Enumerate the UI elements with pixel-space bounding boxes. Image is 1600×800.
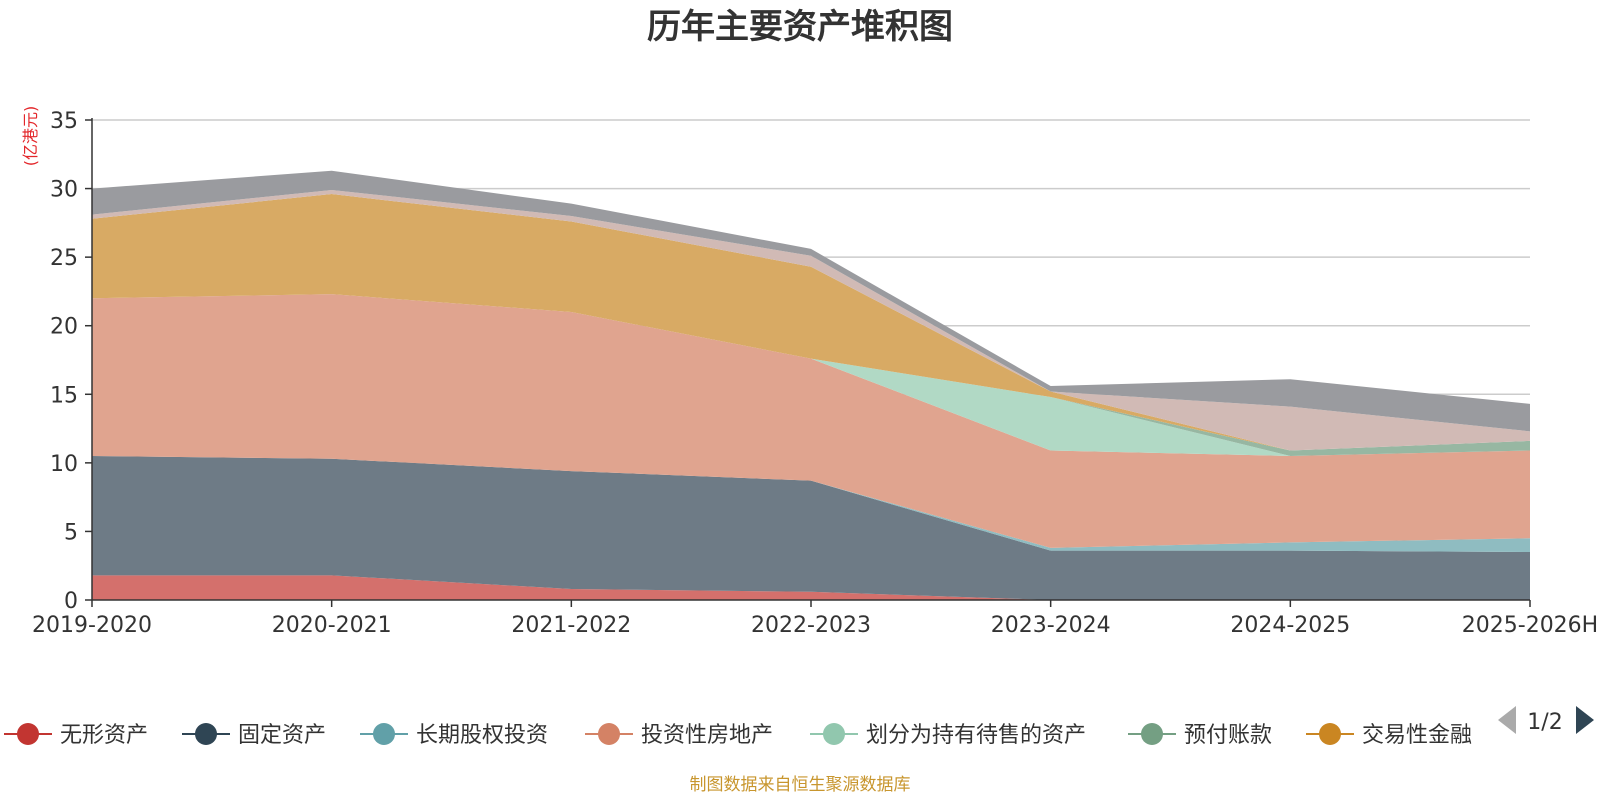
area-series-6 (92, 194, 1530, 451)
y-tick-label-25: 25 (50, 246, 78, 271)
chart-title: 历年主要资产堆积图 (647, 7, 953, 47)
legend-next-icon[interactable] (1576, 706, 1594, 734)
legend-item-6[interactable]: 交易性金融 (1306, 723, 1472, 748)
legend-pager: 1/2 (1498, 706, 1594, 735)
y-tick-label-15: 15 (50, 383, 78, 408)
area-series-group (92, 170, 1530, 600)
area-series-2 (92, 456, 1530, 552)
y-tick-label-10: 10 (50, 452, 78, 477)
axes (85, 118, 1531, 607)
legend-page-indicator: 1/2 (1527, 710, 1562, 735)
x-tick-label-3: 2022-2023 (751, 613, 871, 638)
legend-label-4: 划分为持有待售的资产 (866, 723, 1086, 748)
x-tick-label-1: 2020-2021 (272, 613, 392, 638)
y-tick-labels: 0 5 10 15 20 25 30 35 (50, 109, 78, 614)
y-tick-label-20: 20 (50, 315, 78, 340)
legend-marker-2 (373, 723, 395, 745)
legend-label-6: 交易性金融 (1362, 723, 1472, 748)
x-tick-label-4: 2023-2024 (991, 613, 1111, 638)
area-series-1 (92, 456, 1530, 600)
legend-marker-4 (823, 723, 845, 745)
y-tick-label-0: 0 (64, 589, 78, 614)
legend-marker-3 (598, 723, 620, 745)
y-tick-label-35: 35 (50, 109, 78, 134)
legend-prev-icon[interactable] (1498, 706, 1516, 734)
legend-label-0: 无形资产 (60, 723, 148, 748)
x-tick-label-5: 2024-2025 (1230, 613, 1350, 638)
legend-item-3[interactable]: 投资性房地产 (585, 723, 773, 748)
legend-label-5: 预付账款 (1184, 723, 1272, 748)
y-axis-unit-label: (亿港元) (21, 106, 40, 167)
legend-label-1: 固定资产 (238, 723, 326, 748)
y-tick-label-5: 5 (64, 520, 78, 545)
area-series-3 (92, 294, 1530, 548)
x-tick-label-0: 2019-2020 (32, 613, 152, 638)
y-tick-label-30: 30 (50, 178, 78, 203)
legend-item-5[interactable]: 预付账款 (1128, 723, 1272, 748)
x-tick-label-6: 2025-2026H (1462, 613, 1598, 638)
x-tick-labels: 2019-2020 2020-2021 2021-2022 2022-2023 2023… (32, 613, 1598, 638)
legend: 无形资产 固定资产 长期股权投资 投资性房地产 划分为持有待售的资产 预付账款 交易性金融 (4, 723, 1472, 748)
legend-marker-1 (195, 723, 217, 745)
area-series-0 (92, 575, 1530, 600)
legend-item-2[interactable]: 长期股权投资 (360, 723, 548, 748)
legend-label-2: 长期股权投资 (416, 723, 548, 748)
legend-marker-6 (1319, 723, 1341, 745)
legend-item-4[interactable]: 划分为持有待售的资产 (810, 723, 1086, 748)
legend-label-3: 投资性房地产 (641, 723, 773, 748)
area-series-7 (92, 189, 1530, 451)
area-series-8 (92, 170, 1530, 432)
legend-marker-0 (17, 723, 39, 745)
legend-item-1[interactable]: 固定资产 (182, 723, 326, 748)
x-tick-label-2: 2021-2022 (511, 613, 631, 638)
data-source-footer: 制图数据来自恒生聚源数据库 (690, 775, 911, 795)
legend-marker-5 (1141, 723, 1163, 745)
legend-item-0[interactable]: 无形资产 (4, 723, 148, 748)
